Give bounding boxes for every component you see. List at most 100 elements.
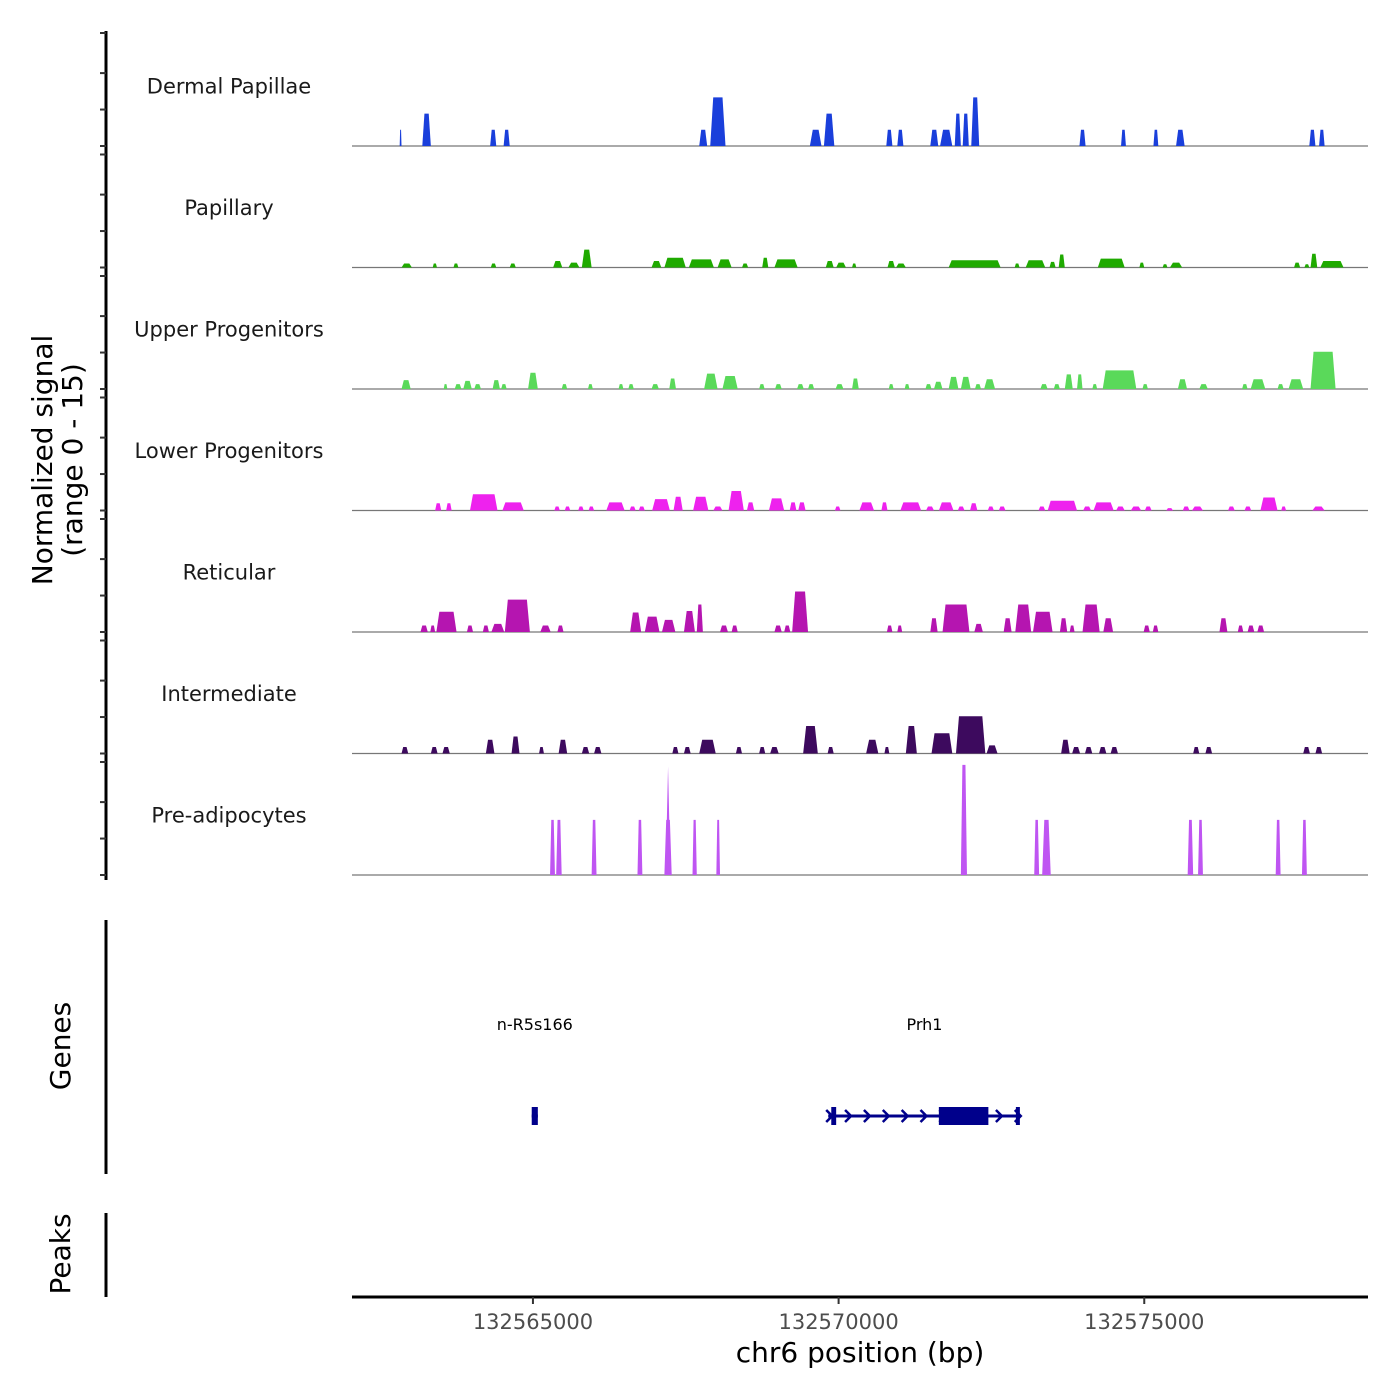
signal-peak (628, 384, 634, 389)
signal-peak (1143, 625, 1150, 632)
signal-peak (1281, 506, 1287, 511)
x-tick-label: 132565000 (473, 1310, 593, 1334)
strand-arrow (844, 1109, 853, 1123)
signal-peak (1288, 379, 1304, 389)
signal-peak (557, 625, 564, 632)
signal-peak (784, 625, 791, 632)
signal-peak (436, 611, 457, 632)
signal-peak (1047, 500, 1078, 511)
peaks-panel-title: Peaks (44, 1213, 77, 1294)
signal-peak (948, 260, 1001, 268)
signal-peak (454, 384, 462, 389)
signal-peak (720, 625, 728, 632)
signal-peak (1247, 625, 1255, 632)
signal-peak (578, 506, 584, 511)
signal-peak (768, 498, 785, 511)
signal-peak (401, 747, 409, 754)
signal-peak (1193, 747, 1200, 754)
signal-peak (1061, 739, 1070, 754)
signal-peak (554, 506, 560, 511)
signal-peak (866, 739, 879, 754)
signal-peak (1116, 506, 1125, 511)
signal-peak (401, 263, 412, 268)
signal-peak (759, 747, 766, 754)
signal-peak (1312, 506, 1325, 511)
signal-peak (962, 113, 969, 146)
signal-peak (904, 384, 910, 389)
signal-peak (491, 623, 505, 632)
signal-peak (728, 491, 744, 511)
signal-peak (664, 257, 686, 268)
signal-peak (1198, 819, 1203, 875)
signal-peak (954, 113, 961, 146)
signal-peak (453, 263, 459, 268)
signal-peak (564, 506, 571, 511)
signal-peak (886, 129, 893, 146)
signal-peak (1121, 129, 1126, 146)
signal-peak (1069, 625, 1075, 632)
signal-peak (443, 384, 448, 389)
signal-peak (722, 376, 738, 389)
signal-peak (887, 261, 895, 268)
gene-models: n-R5s166 Prh1 (497, 1015, 1023, 1125)
signal-peak (501, 384, 507, 389)
signal-peak (568, 262, 580, 268)
signal-peak (539, 747, 544, 754)
signal-peak (789, 502, 797, 511)
signal-peak (742, 263, 749, 268)
signal-peak (1257, 625, 1265, 632)
signal-peak (1058, 254, 1065, 268)
signal-peak (852, 378, 859, 389)
signal-peak (798, 502, 806, 511)
signal-peak (1153, 129, 1159, 146)
signal-peak (886, 625, 893, 632)
signal-peak (1079, 129, 1086, 146)
signal-peak (1301, 819, 1307, 875)
signal-peak (1033, 611, 1053, 632)
signal-peak (618, 384, 624, 389)
signal-peak (836, 262, 846, 268)
signal-peak (931, 733, 953, 754)
signal-peak (731, 625, 738, 632)
signal-peak (974, 623, 983, 632)
signal-peak (1144, 506, 1152, 511)
signal-peak (490, 129, 497, 146)
signal-peak (716, 819, 721, 875)
signal-peak (1034, 819, 1040, 875)
track-dermal-papillae (352, 97, 1368, 147)
x-axis-ticks: 132565000 132570000 132575000 (473, 1297, 1204, 1334)
strand-arrow (863, 1109, 872, 1123)
signal-peak (528, 372, 538, 389)
signal-peak (492, 380, 500, 389)
signal-peak (900, 502, 922, 511)
signal-peak (399, 129, 402, 146)
signal-peak (1099, 747, 1107, 754)
track-label: Intermediate (161, 682, 297, 706)
signal-peak (938, 502, 954, 511)
track-label: Pre-adipocytes (151, 803, 306, 827)
signal-peak (971, 97, 980, 146)
signal-peak (710, 97, 726, 146)
signal-peak (984, 379, 996, 389)
signal-peak (974, 384, 982, 389)
signal-peak (442, 747, 450, 754)
signal-peak (986, 745, 998, 754)
signal-peak (1219, 618, 1228, 632)
strand-arrow (900, 1109, 910, 1123)
signal-peak (588, 506, 595, 511)
signal-peak (446, 503, 452, 511)
signal-peak (1053, 384, 1060, 389)
gene-label: Prh1 (907, 1015, 943, 1034)
signal-peak (1064, 374, 1073, 389)
signal-peak (852, 263, 857, 268)
strand-arrow (881, 1109, 891, 1123)
gene-exon (938, 1107, 989, 1125)
signal-peak (511, 736, 520, 754)
signal-peak (1102, 370, 1137, 389)
signal-peak (746, 502, 755, 511)
gene-exon (831, 1107, 837, 1125)
signal-peak (561, 384, 568, 389)
signal-peak (960, 764, 967, 875)
signal-peak (1309, 129, 1316, 146)
